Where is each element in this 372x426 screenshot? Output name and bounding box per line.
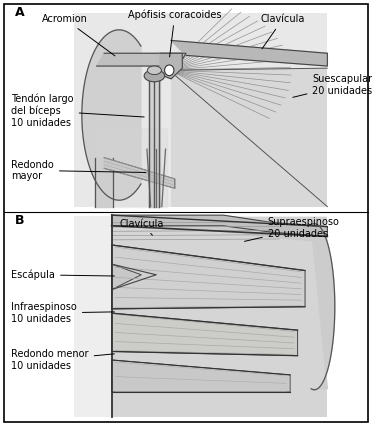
Text: Supraespinoso
20 unidades: Supraespinoso 20 unidades bbox=[244, 217, 340, 242]
Ellipse shape bbox=[144, 70, 164, 82]
Polygon shape bbox=[82, 30, 141, 200]
Text: Infraespinoso
10 unidades: Infraespinoso 10 unidades bbox=[11, 302, 115, 324]
Polygon shape bbox=[112, 217, 327, 417]
Text: Redondo
mayor: Redondo mayor bbox=[11, 160, 146, 181]
Text: Acromion: Acromion bbox=[42, 14, 115, 56]
Polygon shape bbox=[97, 53, 186, 66]
Text: Escápula: Escápula bbox=[11, 270, 115, 280]
Polygon shape bbox=[104, 158, 175, 188]
Polygon shape bbox=[112, 313, 298, 356]
Text: B: B bbox=[15, 214, 25, 227]
Polygon shape bbox=[74, 216, 327, 417]
Polygon shape bbox=[112, 215, 327, 236]
Text: Tendón largo
del bíceps
10 unidades: Tendón largo del bíceps 10 unidades bbox=[11, 94, 144, 128]
Polygon shape bbox=[97, 128, 167, 207]
Polygon shape bbox=[74, 13, 327, 207]
Polygon shape bbox=[171, 40, 327, 66]
Text: A: A bbox=[15, 6, 25, 20]
Polygon shape bbox=[149, 77, 160, 207]
Ellipse shape bbox=[165, 65, 174, 76]
Text: Clavícula: Clavícula bbox=[260, 14, 305, 49]
Text: Apófisis coracoides: Apófisis coracoides bbox=[128, 10, 222, 57]
Text: Redondo menor
10 unidades: Redondo menor 10 unidades bbox=[11, 349, 115, 371]
Polygon shape bbox=[112, 215, 327, 243]
Polygon shape bbox=[112, 245, 305, 309]
Polygon shape bbox=[95, 158, 113, 207]
Polygon shape bbox=[112, 360, 290, 392]
Text: Suescapular
20 unidades: Suescapular 20 unidades bbox=[293, 75, 372, 97]
Polygon shape bbox=[311, 224, 335, 390]
Polygon shape bbox=[160, 53, 182, 79]
Ellipse shape bbox=[147, 66, 161, 75]
Polygon shape bbox=[171, 68, 327, 207]
Text: Clavícula: Clavícula bbox=[119, 219, 164, 235]
Polygon shape bbox=[112, 264, 141, 290]
